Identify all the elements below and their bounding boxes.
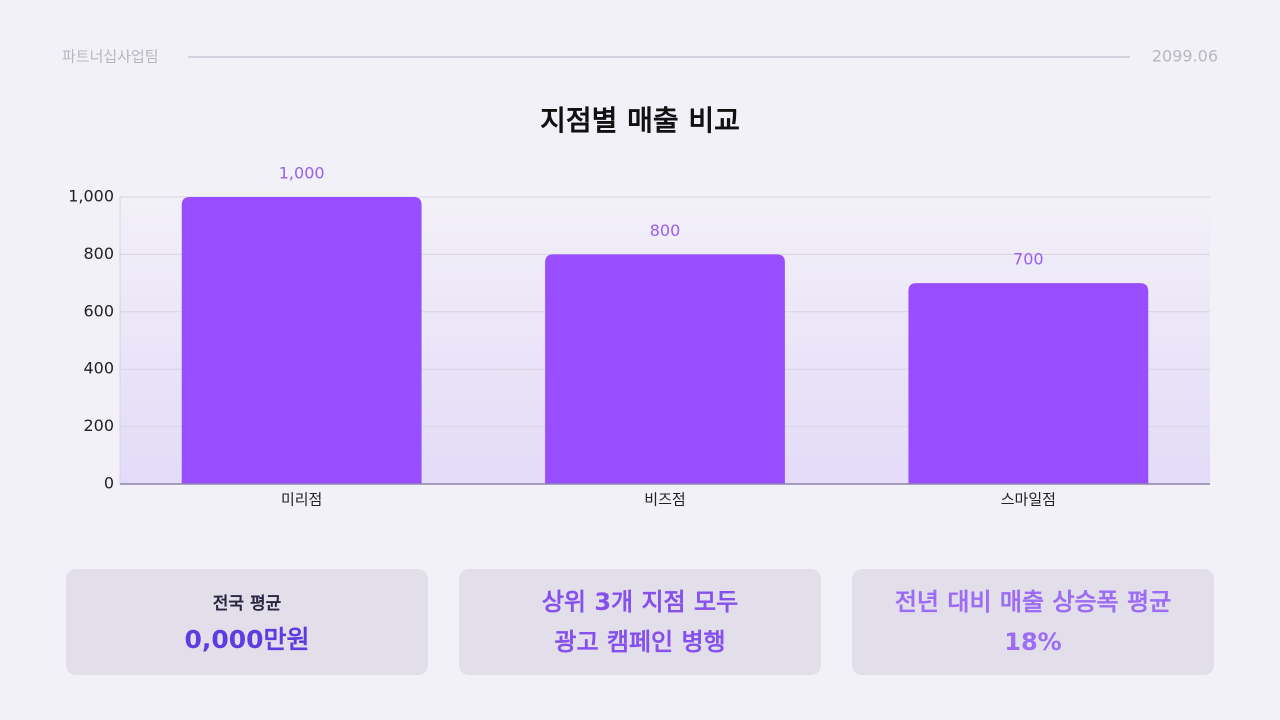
x-tick-label: 미리점 bbox=[281, 491, 322, 509]
y-tick-label: 800 bbox=[83, 244, 114, 263]
card-line: 상위 3개 지점 모두 bbox=[541, 588, 739, 616]
y-tick-label: 200 bbox=[83, 416, 114, 435]
card: 전년 대비 매출 상승폭 평균 18% bbox=[852, 569, 1214, 675]
chart: 파트너십사업팀 2099.06 지점별 매출 비교 0 200 400 600 800 1… bbox=[62, 47, 1218, 509]
bar bbox=[545, 254, 785, 484]
y-tick-label: 400 bbox=[83, 359, 114, 378]
card: 전국 평균 0,000만원 bbox=[66, 569, 428, 675]
y-tick-label: 1,000 bbox=[68, 187, 114, 206]
card-label: 전국 평균 bbox=[212, 593, 282, 614]
card-line: 전년 대비 매출 상승폭 평균 bbox=[894, 588, 1172, 616]
card-value: 0,000만원 bbox=[184, 624, 310, 654]
data-label: 700 bbox=[1013, 250, 1044, 269]
x-tick-label: 비즈점 bbox=[644, 491, 685, 509]
report-date: 2099.06 bbox=[1152, 47, 1218, 66]
y-tick-label: 0 bbox=[104, 474, 114, 493]
team-name: 파트너십사업팀 bbox=[62, 48, 159, 66]
data-label: 1,000 bbox=[279, 164, 325, 183]
chart-title: 지점별 매출 비교 bbox=[540, 104, 740, 137]
card-line: 광고 캠페인 병행 bbox=[554, 628, 726, 656]
card-line: 18% bbox=[1004, 628, 1062, 656]
bar bbox=[908, 283, 1149, 484]
data-label: 800 bbox=[650, 221, 681, 240]
bar bbox=[181, 197, 422, 484]
x-tick-label: 스마일점 bbox=[1001, 491, 1056, 509]
card: 상위 3개 지점 모두 광고 캠페인 병행 bbox=[459, 569, 821, 675]
y-tick-label: 600 bbox=[83, 301, 114, 320]
